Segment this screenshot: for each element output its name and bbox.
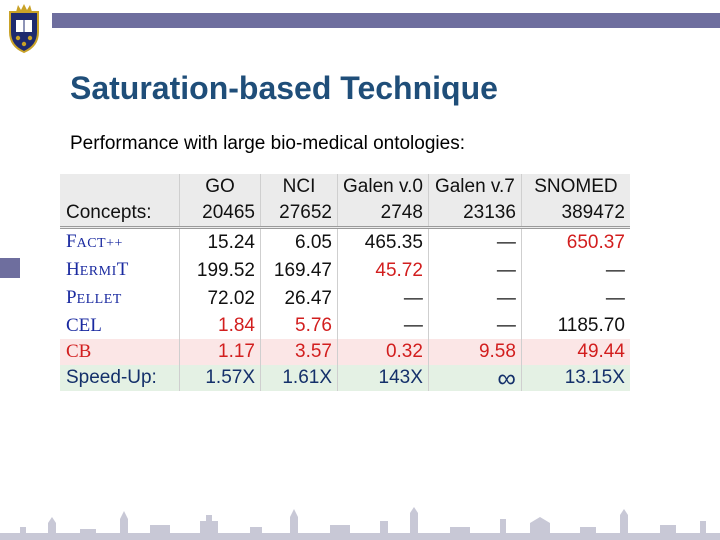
concepts-label: Concepts: [60,200,180,229]
header-galen-v0: Galen v.0 [337,174,429,200]
system-label-pellet: PELLET [66,287,122,308]
system-label-cel: CEL [66,315,102,336]
table-cell: — [427,227,522,257]
table-cell-highlight: 650.37 [520,227,630,257]
table-cell: 13.15X [520,365,630,391]
slide-title: Saturation-based Technique [70,70,498,106]
system-label-hermit: HERMIT [66,259,129,280]
table-cell: 15.24 [179,227,261,257]
table-cell: 389472 [520,200,630,229]
table-cell-highlight: 1.17 [179,339,261,365]
table-cell-highlight: 1.84 [179,313,261,339]
header-go: GO [179,174,261,200]
table-cell-highlight: 49.44 [520,339,630,365]
table-cell: 1.57X [179,365,261,391]
side-accent-square [0,258,20,278]
header-snomed: SNOMED [520,174,630,200]
table-header-row: GO NCI Galen v.0 Galen v.7 SNOMED [60,174,630,200]
table-cell: 26.47 [260,285,338,313]
table-row-hermit: HERMIT 199.52 169.47 45.72 — — [60,257,630,285]
table-cell: 169.47 [260,257,338,285]
top-accent-bar [52,13,720,28]
table-cell: 72.02 [179,285,261,313]
table-cell: 23136 [427,200,522,229]
system-label-cb: CB [66,341,92,362]
table-cell: — [520,257,630,285]
table-cell-highlight: 0.32 [337,339,429,365]
table-row-cel: CEL 1.84 5.76 — — 1185.70 [60,313,630,339]
table-row-pellet: PELLET 72.02 26.47 — — — [60,285,630,313]
table-cell: 1.61X [260,365,338,391]
table-cell: 2748 [337,200,429,229]
table-row-speedup: Speed-Up: 1.57X 1.61X 143X ∞ 13.15X [60,365,630,391]
infinity-cell: ∞ [427,365,522,391]
header-galen-v7: Galen v.7 [427,174,522,200]
university-crest-icon [9,4,39,54]
speedup-label: Speed-Up: [66,367,157,388]
table-cell: — [520,285,630,313]
table-cell: 199.52 [179,257,261,285]
table-cell: — [337,285,429,313]
table-cell: 6.05 [260,227,338,257]
table-row-fact: FACT++ 15.24 6.05 465.35 — 650.37 [60,227,630,257]
table-cell: — [427,257,522,285]
city-skyline-footer [0,507,720,540]
table-row-cb: CB 1.17 3.57 0.32 9.58 49.44 [60,339,630,365]
performance-table: GO NCI Galen v.0 Galen v.7 SNOMED Concep… [60,174,630,391]
table-cell: — [427,285,522,313]
table-cell: 465.35 [337,227,429,257]
table-cell-highlight: 45.72 [337,257,429,285]
table-cell-highlight: 3.57 [260,339,338,365]
table-cell: 143X [337,365,429,391]
table-cell-highlight: 5.76 [260,313,338,339]
table-cell: — [427,313,522,339]
table-cell: 20465 [179,200,261,229]
slide-subtitle: Performance with large bio-medical ontol… [70,133,465,154]
table-cell: 1185.70 [520,313,630,339]
system-label-fact: FACT++ [66,231,123,252]
table-cell: 27652 [260,200,338,229]
concepts-row: Concepts: 20465 27652 2748 23136 389472 [60,200,630,229]
header-corner [60,174,180,200]
table-cell: — [337,313,429,339]
table-cell-highlight: 9.58 [427,339,522,365]
header-nci: NCI [260,174,338,200]
